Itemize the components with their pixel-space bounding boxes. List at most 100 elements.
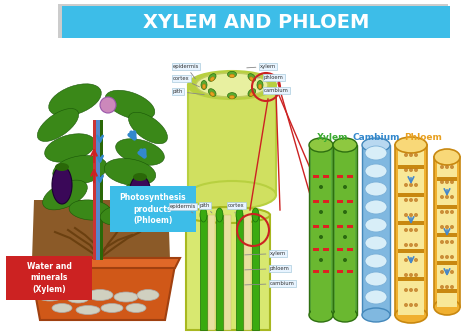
Circle shape bbox=[409, 243, 413, 247]
Ellipse shape bbox=[133, 173, 147, 181]
Circle shape bbox=[414, 168, 418, 172]
Ellipse shape bbox=[126, 303, 146, 312]
Ellipse shape bbox=[365, 272, 387, 286]
Ellipse shape bbox=[125, 184, 165, 212]
Circle shape bbox=[445, 165, 449, 169]
Circle shape bbox=[450, 270, 454, 274]
Circle shape bbox=[343, 258, 347, 262]
Bar bbox=[323, 200, 329, 203]
Circle shape bbox=[445, 210, 449, 214]
Circle shape bbox=[409, 273, 413, 277]
Ellipse shape bbox=[200, 208, 207, 222]
Circle shape bbox=[319, 235, 323, 239]
Ellipse shape bbox=[395, 137, 427, 153]
Ellipse shape bbox=[333, 308, 357, 322]
Ellipse shape bbox=[87, 290, 113, 300]
Circle shape bbox=[414, 303, 418, 307]
Polygon shape bbox=[32, 200, 170, 260]
Circle shape bbox=[440, 165, 444, 169]
Circle shape bbox=[409, 258, 413, 262]
Bar bbox=[337, 270, 343, 273]
Circle shape bbox=[409, 198, 413, 202]
Ellipse shape bbox=[128, 112, 167, 144]
Ellipse shape bbox=[129, 175, 151, 215]
Circle shape bbox=[414, 228, 418, 232]
Text: Cambium: Cambium bbox=[352, 133, 400, 142]
Circle shape bbox=[414, 288, 418, 292]
Bar bbox=[347, 175, 353, 178]
Circle shape bbox=[409, 288, 413, 292]
Circle shape bbox=[440, 270, 444, 274]
Ellipse shape bbox=[188, 71, 276, 99]
Ellipse shape bbox=[365, 218, 387, 232]
Bar bbox=[186, 215, 270, 330]
Ellipse shape bbox=[228, 93, 237, 99]
Circle shape bbox=[409, 303, 413, 307]
Circle shape bbox=[414, 273, 418, 277]
Circle shape bbox=[440, 255, 444, 259]
Text: cambium: cambium bbox=[245, 281, 295, 286]
Text: pith: pith bbox=[200, 203, 212, 213]
Ellipse shape bbox=[67, 293, 89, 303]
Bar bbox=[216, 215, 223, 330]
FancyBboxPatch shape bbox=[62, 6, 450, 38]
Bar bbox=[236, 215, 243, 330]
Ellipse shape bbox=[229, 95, 235, 99]
Bar bbox=[333, 145, 357, 315]
Ellipse shape bbox=[216, 208, 223, 222]
Text: Xylem: Xylem bbox=[317, 133, 349, 142]
Circle shape bbox=[414, 213, 418, 217]
Ellipse shape bbox=[248, 74, 255, 81]
Ellipse shape bbox=[365, 146, 387, 160]
Bar bbox=[335, 145, 355, 315]
Bar bbox=[337, 200, 343, 203]
Text: xylem: xylem bbox=[245, 251, 286, 256]
Bar bbox=[93, 120, 96, 260]
Ellipse shape bbox=[52, 303, 72, 312]
Ellipse shape bbox=[104, 159, 155, 185]
Ellipse shape bbox=[395, 307, 427, 323]
Bar bbox=[252, 215, 259, 330]
Ellipse shape bbox=[43, 180, 87, 210]
Circle shape bbox=[440, 240, 444, 244]
Ellipse shape bbox=[258, 84, 262, 89]
Ellipse shape bbox=[365, 164, 387, 178]
Circle shape bbox=[404, 183, 408, 187]
Circle shape bbox=[445, 180, 449, 184]
Ellipse shape bbox=[116, 139, 164, 165]
Circle shape bbox=[445, 255, 449, 259]
Circle shape bbox=[319, 185, 323, 189]
Bar bbox=[313, 248, 319, 251]
Bar bbox=[313, 175, 319, 178]
Ellipse shape bbox=[309, 138, 333, 152]
Ellipse shape bbox=[365, 200, 387, 214]
Ellipse shape bbox=[365, 290, 387, 304]
Circle shape bbox=[343, 235, 347, 239]
Circle shape bbox=[440, 210, 444, 214]
FancyBboxPatch shape bbox=[110, 186, 196, 232]
Ellipse shape bbox=[365, 254, 387, 268]
Bar bbox=[395, 145, 427, 315]
Ellipse shape bbox=[365, 236, 387, 250]
Circle shape bbox=[414, 153, 418, 157]
Bar bbox=[398, 165, 424, 169]
Ellipse shape bbox=[186, 207, 270, 223]
Circle shape bbox=[409, 213, 413, 217]
Circle shape bbox=[404, 243, 408, 247]
Circle shape bbox=[414, 198, 418, 202]
Circle shape bbox=[404, 228, 408, 232]
Bar bbox=[398, 193, 424, 197]
Text: cortex: cortex bbox=[228, 203, 245, 213]
Text: cortex: cortex bbox=[173, 76, 200, 87]
Ellipse shape bbox=[309, 308, 333, 322]
Ellipse shape bbox=[236, 208, 243, 222]
Ellipse shape bbox=[434, 299, 460, 315]
Ellipse shape bbox=[257, 81, 263, 89]
Bar bbox=[96, 120, 100, 260]
Circle shape bbox=[409, 153, 413, 157]
Circle shape bbox=[445, 270, 449, 274]
Ellipse shape bbox=[362, 308, 390, 322]
Bar bbox=[208, 215, 215, 330]
Text: xylem: xylem bbox=[247, 64, 276, 69]
Ellipse shape bbox=[101, 303, 123, 312]
